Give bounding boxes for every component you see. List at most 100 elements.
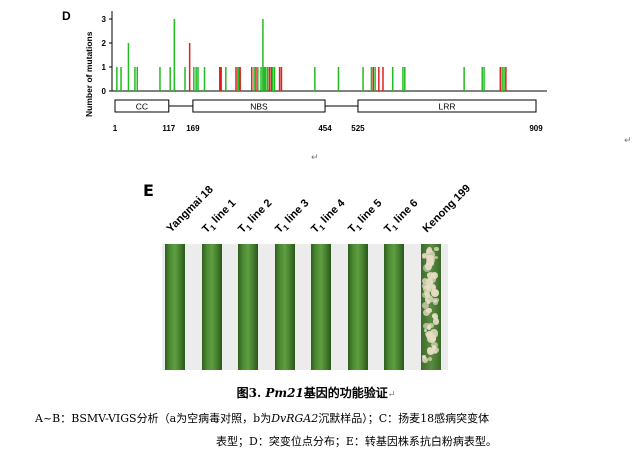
mutation-bar xyxy=(239,67,241,91)
mutation-bar xyxy=(262,19,264,91)
mutation-bar xyxy=(266,67,269,91)
mutation-bar xyxy=(382,67,384,91)
position-label: 169 xyxy=(186,124,200,133)
mutation-bar xyxy=(402,67,404,91)
position-label: 454 xyxy=(318,124,332,133)
leaf-label-text: Kenong 199 xyxy=(420,182,473,235)
powdery-mildew-spot xyxy=(422,277,429,284)
caption-return-mark: ↵ xyxy=(387,390,396,400)
resistant-leaf xyxy=(274,244,295,370)
mutation-bar xyxy=(184,67,186,91)
mutation-bar xyxy=(391,67,394,91)
mutation-bars xyxy=(116,19,507,91)
leaf-label-suffix: line 4 xyxy=(316,197,348,228)
position-label: 117 xyxy=(162,124,175,133)
leaf-label: T1 line 1 xyxy=(199,197,239,237)
mutation-bar xyxy=(499,67,502,91)
mutation-bar xyxy=(505,67,507,91)
powdery-mildew-spot xyxy=(427,357,432,361)
mutation-bar xyxy=(220,67,222,91)
resistant-leaf xyxy=(384,244,404,370)
mutation-bar xyxy=(251,67,253,91)
domain-box-nbs xyxy=(192,99,326,113)
leaf-label-suffix: line 5 xyxy=(353,197,384,228)
resistant-leaf xyxy=(165,244,185,370)
mutation-bar xyxy=(219,67,221,91)
mutation-bar xyxy=(483,67,485,91)
leaf-label: T1 line 2 xyxy=(236,197,276,237)
powdery-mildew-spot xyxy=(425,255,434,264)
mutation-bar xyxy=(159,67,161,91)
leaf-label: T1 line 3 xyxy=(272,197,312,237)
caption-title-prefix: 图3. xyxy=(236,386,266,400)
powdery-mildew-spot xyxy=(427,334,436,343)
leaf-label-suffix: line 2 xyxy=(243,197,275,228)
powdery-mildew-spot xyxy=(429,329,439,338)
mutation-bar xyxy=(260,67,262,91)
protein-domain-map: CC NBS LRR xyxy=(114,99,537,113)
leaf-label-suffix: line 6 xyxy=(389,197,421,228)
powdery-mildew-spot xyxy=(421,252,427,258)
powdery-mildew-spot xyxy=(428,322,434,329)
mutation-bar xyxy=(370,67,373,91)
mutation-bar xyxy=(263,67,266,91)
powdery-mildew-spot xyxy=(428,276,436,284)
leaf-label: Kenong 199 xyxy=(420,182,473,235)
mutation-bar xyxy=(136,67,139,91)
domain-box-cc xyxy=(114,99,170,113)
leaf-label-suffix: line 1 xyxy=(207,197,238,228)
powdery-mildew-spot xyxy=(433,347,440,353)
mutation-bar xyxy=(197,67,199,91)
position-label: 1 xyxy=(113,124,118,133)
mutation-bar xyxy=(372,67,375,91)
powdery-mildew-spot xyxy=(430,288,439,297)
powdery-mildew-spot xyxy=(428,348,435,355)
powdery-mildew-spot xyxy=(422,302,430,310)
y-ticks: 0 1 2 3 xyxy=(102,15,112,96)
mutation-bar xyxy=(264,67,267,91)
mutation-bar xyxy=(120,67,122,91)
mutation-bar xyxy=(169,67,171,91)
powdery-mildew-spot xyxy=(434,246,439,252)
powdery-mildew-spot xyxy=(429,261,434,266)
domain-label: NBS xyxy=(250,102,268,112)
mutation-bar xyxy=(193,67,195,91)
mutation-bar xyxy=(173,19,176,91)
position-label: 909 xyxy=(529,124,543,133)
panel-e-label: E xyxy=(143,181,154,200)
powdery-mildew-spot xyxy=(423,322,431,330)
figure-caption-line-1: A~B：BSMV-VIGS分析（a为空病毒对照，b为DvRGA2沉默样品）；C：… xyxy=(35,410,489,426)
mutation-bar xyxy=(235,67,237,91)
resistant-leaf xyxy=(201,244,222,370)
caption-title-suffix: 基因的功能验证 xyxy=(303,386,388,400)
mutation-bar xyxy=(404,67,406,91)
domain-label: CC xyxy=(136,102,148,112)
mutation-bar xyxy=(501,67,503,91)
mutation-bar xyxy=(273,67,276,91)
mutation-bar xyxy=(374,67,376,91)
powdery-mildew-spot xyxy=(431,344,436,349)
mutation-bar xyxy=(255,67,257,91)
powdery-mildew-spot xyxy=(426,307,432,314)
leaf-label: T1 line 5 xyxy=(345,197,385,237)
mutation-bar xyxy=(253,67,255,91)
mutation-bar xyxy=(271,67,274,91)
leaf-label: T1 line 4 xyxy=(309,197,349,237)
y-tick-label: 3 xyxy=(102,15,107,24)
caption-gene-name: Pm21 xyxy=(265,386,304,400)
caption-line1-a: A~B：BSMV-VIGS分析（a为空病毒对照，b为 xyxy=(35,412,272,425)
mutation-bar xyxy=(188,43,191,91)
position-labels: 1 117 169 454 525 909 xyxy=(113,124,543,133)
leaf-label: T1 line 6 xyxy=(382,197,422,237)
mutation-bar xyxy=(237,67,239,91)
mutation-bar xyxy=(238,67,240,91)
mutation-bar xyxy=(278,67,281,91)
position-label: 525 xyxy=(351,124,365,133)
y-axis-label: Number of mutations xyxy=(84,31,94,117)
y-tick-label: 1 xyxy=(102,63,107,72)
return-mark-1: ↵ xyxy=(624,136,632,146)
mutation-bar xyxy=(503,67,505,91)
powdery-mildew-spot xyxy=(426,249,435,259)
powdery-mildew-spot xyxy=(433,318,440,325)
mutation-bar xyxy=(337,67,340,91)
